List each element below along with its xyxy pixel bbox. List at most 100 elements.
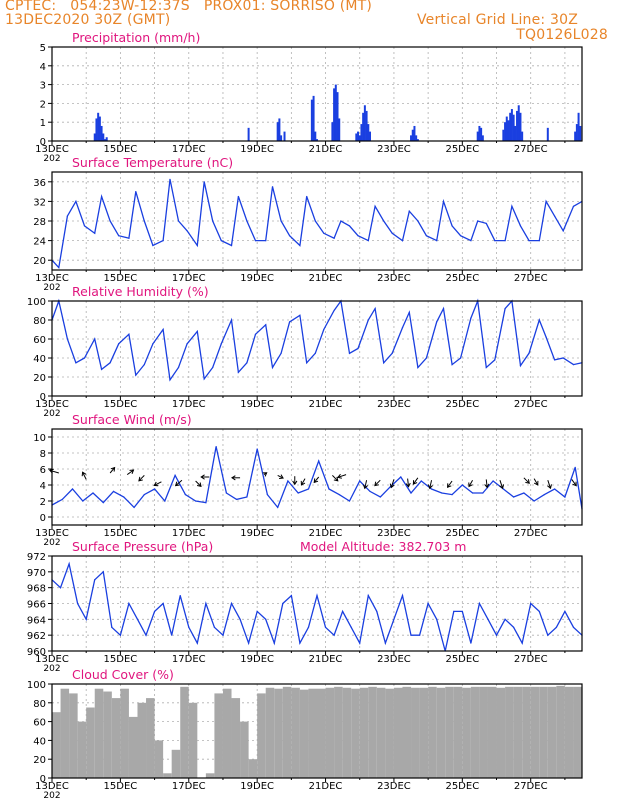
y-tick-label: 20: [33, 755, 46, 766]
wind-point: [318, 460, 320, 462]
cloud-bar: [154, 740, 164, 778]
wind-arrow: [485, 479, 488, 488]
temp-point: [128, 237, 130, 239]
cloud-bar: [359, 687, 369, 778]
pres-point: [256, 610, 258, 613]
temp-point: [538, 240, 540, 242]
cloud-bar: [188, 702, 198, 778]
pres-point: [85, 618, 87, 620]
temp-point: [100, 195, 103, 198]
y-tick-label: 964: [27, 615, 46, 626]
precip-bar: [577, 112, 580, 141]
temp-point: [254, 240, 257, 242]
cloud-bar: [564, 686, 574, 778]
y-tick-label: 5: [40, 43, 46, 54]
pres-point: [530, 602, 532, 605]
cloud-bar: [385, 688, 394, 778]
cloud-panel: 0 20 40 60 80 100 13DEC 15DEC 17DEC 19DEC 21DEC 23D…: [27, 667, 583, 800]
cloud-bar: [462, 687, 471, 778]
x-tick-label: 21DEC: [309, 144, 343, 155]
x-tick-label: 15DEC: [104, 781, 138, 792]
precip-bar: [507, 120, 510, 141]
precip-bar: [310, 99, 313, 141]
pres-point: [222, 634, 224, 636]
precip-bar: [102, 133, 105, 141]
cloud-bar: [479, 686, 488, 778]
pres-point: [102, 571, 104, 573]
temp-point: [562, 230, 564, 232]
cloud-bar: [402, 686, 412, 778]
pres-point: [470, 642, 472, 644]
y-tick-label: 966: [27, 600, 46, 611]
rh-point: [485, 366, 487, 369]
x-tick-label: 27DEC: [514, 399, 548, 410]
pres-point: [307, 626, 310, 628]
y-tick-label: 968: [27, 584, 46, 595]
pres-point: [410, 634, 412, 636]
temp-point: [485, 222, 487, 225]
wind-point: [513, 496, 515, 498]
rh-title: Relative Humidity (%): [72, 284, 209, 299]
x-tick-label: 27DEC: [514, 528, 548, 539]
cloud-bar: [257, 693, 266, 778]
cloud-bar: [505, 686, 514, 778]
cloud-frame: [51, 683, 583, 779]
wind-point: [451, 494, 453, 496]
pres-series-line: [51, 561, 583, 652]
precip-bar: [278, 118, 281, 141]
y-tick-label: 972: [27, 552, 46, 563]
y-tick-label: 0: [40, 137, 46, 148]
y-tick-label: 28: [33, 217, 46, 228]
rh-point: [374, 308, 376, 310]
wind-arrow-head: [484, 483, 490, 489]
y-tick-label: 2: [40, 99, 46, 110]
wind-arrow: [175, 479, 183, 486]
wind-point: [195, 500, 197, 502]
pres-point: [273, 642, 275, 644]
precip-bar: [105, 137, 108, 141]
x-tick-label: 27DEC: [514, 273, 548, 284]
temp-point: [169, 178, 171, 180]
x-tick-label: 13DEC: [35, 273, 69, 284]
rh-point: [425, 357, 428, 359]
temp-point: [265, 240, 267, 242]
wind-arrow-head: [81, 471, 87, 477]
wind-title: Surface Wind (m/s): [72, 412, 192, 427]
wind-point: [492, 480, 494, 482]
precip-bar: [509, 112, 512, 141]
rh-point: [299, 314, 301, 316]
x-tick-label: 27DEC: [514, 654, 548, 665]
precip-bar: [338, 118, 341, 141]
rh-point: [562, 357, 564, 359]
wind-arrow: [374, 479, 381, 486]
rh-point: [246, 362, 248, 364]
wind-arrow: [390, 479, 395, 488]
y-tick-label: 80: [33, 316, 46, 327]
precip-bar: [510, 109, 513, 141]
cloud-bar: [522, 686, 531, 778]
temp-point: [367, 240, 369, 242]
wind-arrow-head: [153, 481, 159, 487]
precip-bar: [411, 129, 414, 141]
wind-arrow: [429, 480, 433, 489]
precip-bar: [363, 105, 366, 141]
precip-bar: [365, 110, 368, 141]
y-tick-label: 100: [27, 297, 46, 308]
wind-arrow: [523, 477, 530, 484]
wind-arrow: [195, 480, 202, 487]
temp-point: [306, 195, 308, 198]
x-tick-label: 23DEC: [377, 528, 411, 539]
wind-arrow-head: [572, 481, 577, 487]
rh-point: [143, 364, 145, 366]
wind-arrow: [126, 469, 134, 476]
temp-point: [417, 220, 419, 222]
precip-bar: [512, 114, 515, 141]
wind-point: [164, 500, 166, 502]
rh-point: [169, 379, 171, 381]
wind-arrow-head: [262, 472, 268, 477]
x-year-label: 202: [43, 538, 60, 548]
wind-arrow: [407, 478, 410, 487]
wind-point: [328, 488, 330, 490]
wind-point: [266, 494, 269, 496]
